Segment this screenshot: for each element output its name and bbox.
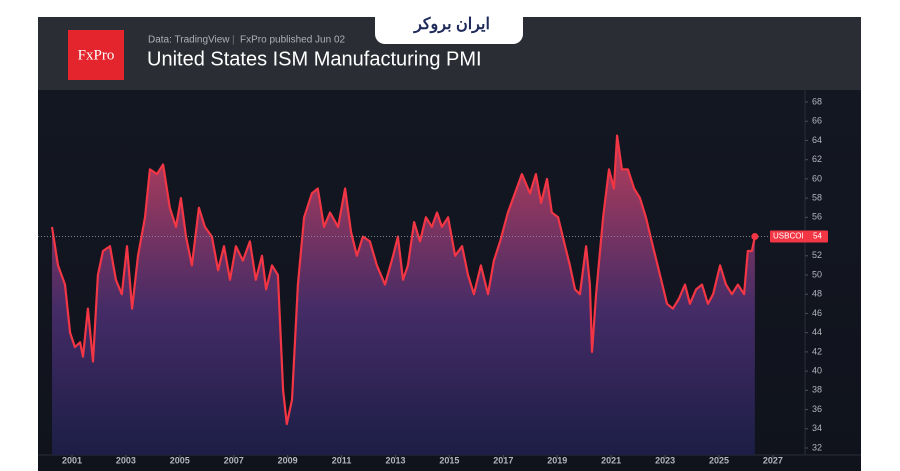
brand-tab <box>375 0 523 44</box>
x-tick-label: 2025 <box>709 455 729 465</box>
source: Data: TradingView <box>148 35 230 46</box>
x-tick-label: 2009 <box>278 455 298 465</box>
published: FxPro published Jun 02 <box>240 35 346 46</box>
x-tick-label: 2011 <box>332 455 352 465</box>
y-tick-label: 40 <box>812 365 822 375</box>
y-tick-label: 46 <box>812 308 822 318</box>
brand: ایران بروکر <box>413 16 490 34</box>
logo-box <box>68 30 124 80</box>
y-tick-label: 60 <box>812 173 822 183</box>
y-tick-label: 68 <box>812 96 822 106</box>
x-tick-label: 2013 <box>385 455 405 465</box>
line <box>50 134 756 426</box>
x-tick-label: 2007 <box>224 455 244 465</box>
y-tick-label: 62 <box>812 154 822 164</box>
y-tick-label: 44 <box>812 327 822 337</box>
y-tick-label: 32 <box>812 442 822 452</box>
x-tick-label: 2003 <box>116 455 136 465</box>
series-name: USBCOI <box>773 232 804 241</box>
y-tick-label: 66 <box>812 116 822 126</box>
y-tick-label: 56 <box>812 212 822 222</box>
x-tick-label: 2019 <box>547 455 567 465</box>
last-value-label: 54 <box>813 232 822 241</box>
chart-title: United States ISM Manufacturing PMI <box>147 48 482 70</box>
logo: FxPro <box>78 47 115 63</box>
x-tick-label: 2015 <box>439 455 459 465</box>
x-tick-label: 2023 <box>655 455 675 465</box>
y-tick-label: 64 <box>812 135 822 145</box>
x-tick-label: 2005 <box>170 455 190 465</box>
last-value-badge <box>770 230 828 243</box>
y-tick-label: 38 <box>812 385 822 395</box>
y-tick-label: 50 <box>812 269 822 279</box>
y-tick-label: 52 <box>812 250 822 260</box>
x-tick-label: 2017 <box>493 455 513 465</box>
y-tick-label: 58 <box>812 192 822 202</box>
separator: | <box>232 35 235 46</box>
y-tick-label: 34 <box>812 423 822 433</box>
y-tick-label: 36 <box>812 404 822 414</box>
y-tick-label: 42 <box>812 346 822 356</box>
area-fill <box>52 135 755 455</box>
x-tick-label: 2021 <box>601 455 621 465</box>
y-tick-label: 48 <box>812 289 822 299</box>
x-tick-label: 2001 <box>62 455 82 465</box>
last-point <box>751 233 759 241</box>
x-tick-label: 2027 <box>763 455 783 465</box>
